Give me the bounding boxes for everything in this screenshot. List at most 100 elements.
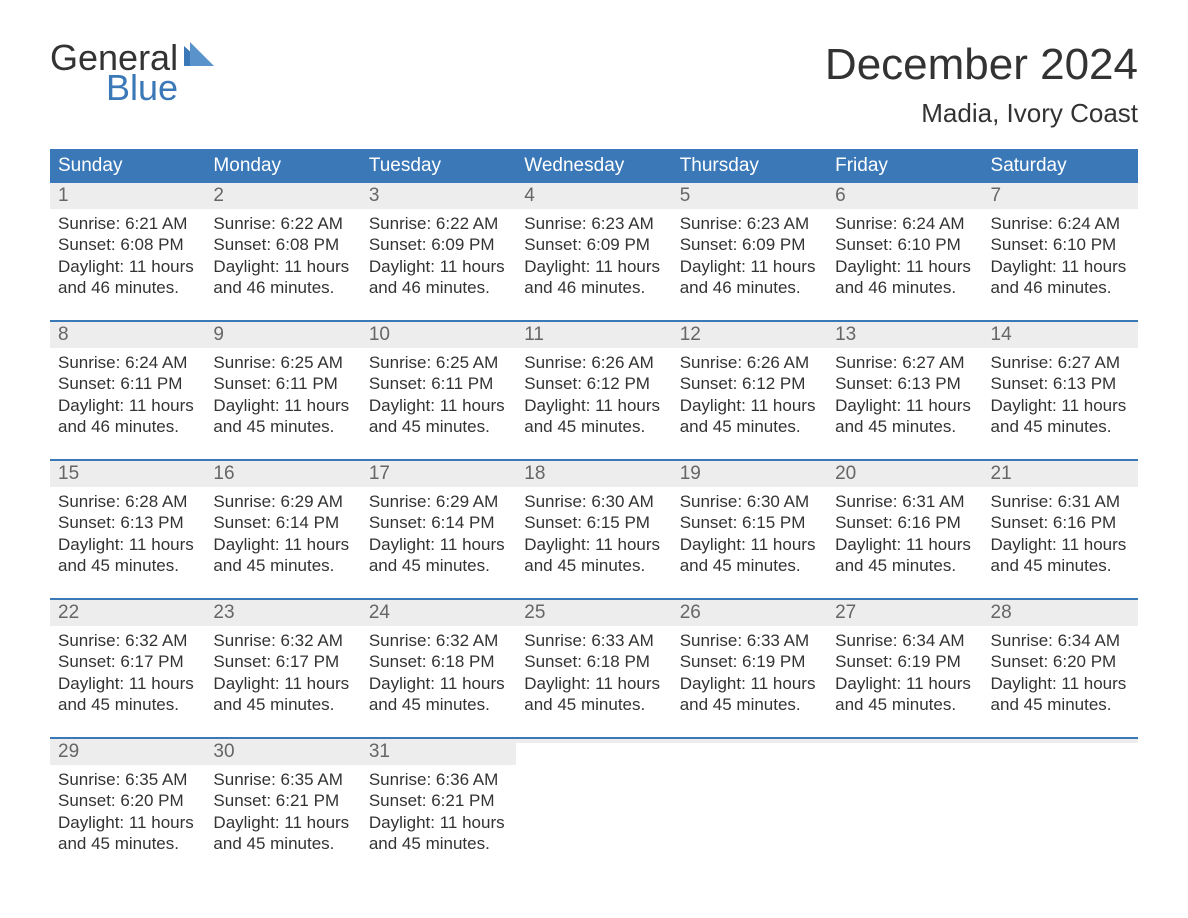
day-cell: 20Sunrise: 6:31 AMSunset: 6:16 PMDayligh… (827, 461, 982, 582)
sunset-text: Sunset: 6:09 PM (524, 234, 663, 255)
day-cell: 31Sunrise: 6:36 AMSunset: 6:21 PMDayligh… (361, 739, 516, 860)
day-cell: 10Sunrise: 6:25 AMSunset: 6:11 PMDayligh… (361, 322, 516, 443)
day-number-row: 6 (827, 183, 982, 209)
sunset-text: Sunset: 6:13 PM (991, 373, 1130, 394)
day-body: Sunrise: 6:23 AMSunset: 6:09 PMDaylight:… (672, 209, 827, 304)
daylight-line1: Daylight: 11 hours (369, 534, 508, 555)
daylight-line2: and 45 minutes. (369, 555, 508, 576)
daylight-line2: and 45 minutes. (524, 416, 663, 437)
title-block: December 2024 Madia, Ivory Coast (825, 40, 1138, 129)
day-number-row: 5 (672, 183, 827, 209)
day-number-row (516, 739, 671, 743)
sunset-text: Sunset: 6:20 PM (58, 790, 197, 811)
weekday-header: Sunday (50, 149, 205, 183)
sunrise-text: Sunrise: 6:32 AM (213, 630, 352, 651)
daylight-line1: Daylight: 11 hours (213, 812, 352, 833)
day-number-row: 7 (983, 183, 1138, 209)
sunrise-text: Sunrise: 6:25 AM (213, 352, 352, 373)
daylight-line2: and 45 minutes. (369, 416, 508, 437)
day-body: Sunrise: 6:33 AMSunset: 6:19 PMDaylight:… (672, 626, 827, 721)
daylight-line1: Daylight: 11 hours (524, 534, 663, 555)
sunrise-text: Sunrise: 6:24 AM (58, 352, 197, 373)
day-cell: 4Sunrise: 6:23 AMSunset: 6:09 PMDaylight… (516, 183, 671, 304)
daylight-line2: and 45 minutes. (835, 694, 974, 715)
daylight-line2: and 46 minutes. (680, 277, 819, 298)
day-cell (672, 739, 827, 860)
daylight-line1: Daylight: 11 hours (835, 395, 974, 416)
day-cell: 15Sunrise: 6:28 AMSunset: 6:13 PMDayligh… (50, 461, 205, 582)
daylight-line2: and 45 minutes. (58, 694, 197, 715)
sunset-text: Sunset: 6:17 PM (58, 651, 197, 672)
day-number: 22 (50, 600, 205, 626)
location-subtitle: Madia, Ivory Coast (825, 98, 1138, 129)
daylight-line2: and 46 minutes. (58, 416, 197, 437)
daylight-line2: and 45 minutes. (835, 416, 974, 437)
sunset-text: Sunset: 6:18 PM (369, 651, 508, 672)
day-number: 11 (516, 322, 671, 348)
day-number-row: 19 (672, 461, 827, 487)
daylight-line1: Daylight: 11 hours (991, 256, 1130, 277)
day-number-row: 25 (516, 600, 671, 626)
sunrise-text: Sunrise: 6:32 AM (369, 630, 508, 651)
sunset-text: Sunset: 6:16 PM (835, 512, 974, 533)
daylight-line1: Daylight: 11 hours (835, 534, 974, 555)
day-number-row: 12 (672, 322, 827, 348)
day-cell: 9Sunrise: 6:25 AMSunset: 6:11 PMDaylight… (205, 322, 360, 443)
day-cell (983, 739, 1138, 860)
week-row: 22 Sunrise: 6:32 AM Sunset: 6:17 PM Dayligh… (50, 598, 1138, 721)
daylight-line1: Daylight: 11 hours (58, 256, 197, 277)
day-number-row: 2 (205, 183, 360, 209)
day-number-row: 21 (983, 461, 1138, 487)
day-cell: 23Sunrise: 6:32 AMSunset: 6:17 PMDayligh… (205, 600, 360, 721)
daylight-line1: Daylight: 11 hours (369, 395, 508, 416)
day-cell: 25Sunrise: 6:33 AMSunset: 6:18 PMDayligh… (516, 600, 671, 721)
sunset-text: Sunset: 6:09 PM (369, 234, 508, 255)
day-cell: 29Sunrise: 6:35 AMSunset: 6:20 PMDayligh… (50, 739, 205, 860)
daylight-line2: and 46 minutes. (991, 277, 1130, 298)
sunset-text: Sunset: 6:10 PM (835, 234, 974, 255)
day-cell: 19Sunrise: 6:30 AMSunset: 6:15 PMDayligh… (672, 461, 827, 582)
day-number-row: 1 (50, 183, 205, 209)
day-body: Sunrise: 6:22 AMSunset: 6:09 PMDaylight:… (361, 209, 516, 304)
daylight-line2: and 45 minutes. (680, 694, 819, 715)
day-number-row: 29 (50, 739, 205, 765)
day-number: 5 (672, 183, 827, 209)
day-number: 27 (827, 600, 982, 626)
daylight-line1: Daylight: 11 hours (524, 673, 663, 694)
day-cell: 3Sunrise: 6:22 AMSunset: 6:09 PMDaylight… (361, 183, 516, 304)
day-body: Sunrise: 6:24 AMSunset: 6:10 PMDaylight:… (827, 209, 982, 304)
daylight-line2: and 45 minutes. (213, 833, 352, 854)
sunrise-text: Sunrise: 6:27 AM (991, 352, 1130, 373)
daylight-line2: and 45 minutes. (369, 833, 508, 854)
daylight-line1: Daylight: 11 hours (58, 395, 197, 416)
day-number-row: 14 (983, 322, 1138, 348)
day-number-row: 26 (672, 600, 827, 626)
weekday-header-row: Sunday Monday Tuesday Wednesday Thursday… (50, 149, 1138, 183)
day-number-row: 18 (516, 461, 671, 487)
sunset-text: Sunset: 6:11 PM (213, 373, 352, 394)
sunset-text: Sunset: 6:18 PM (524, 651, 663, 672)
day-number-row: 31 (361, 739, 516, 765)
day-cell: 13Sunrise: 6:27 AMSunset: 6:13 PMDayligh… (827, 322, 982, 443)
sunset-text: Sunset: 6:20 PM (991, 651, 1130, 672)
day-number: 26 (672, 600, 827, 626)
day-number-row: 9 (205, 322, 360, 348)
sunrise-text: Sunrise: 6:35 AM (213, 769, 352, 790)
daylight-line2: and 45 minutes. (991, 555, 1130, 576)
daylight-line1: Daylight: 11 hours (835, 673, 974, 694)
day-number-row (983, 739, 1138, 743)
daylight-line2: and 45 minutes. (213, 555, 352, 576)
day-cell: 26Sunrise: 6:33 AMSunset: 6:19 PMDayligh… (672, 600, 827, 721)
day-body: Sunrise: 6:35 AMSunset: 6:20 PMDaylight:… (50, 765, 205, 860)
day-body: Sunrise: 6:31 AMSunset: 6:16 PMDaylight:… (827, 487, 982, 582)
daylight-line2: and 45 minutes. (835, 555, 974, 576)
day-number-row: 15 (50, 461, 205, 487)
day-cell: 30Sunrise: 6:35 AMSunset: 6:21 PMDayligh… (205, 739, 360, 860)
sunrise-text: Sunrise: 6:22 AM (369, 213, 508, 234)
day-cell: 16Sunrise: 6:29 AMSunset: 6:14 PMDayligh… (205, 461, 360, 582)
day-number: 8 (50, 322, 205, 348)
day-number: 29 (50, 739, 205, 765)
day-number-row: 23 (205, 600, 360, 626)
day-body: Sunrise: 6:27 AMSunset: 6:13 PMDaylight:… (827, 348, 982, 443)
day-cell: 7Sunrise: 6:24 AMSunset: 6:10 PMDaylight… (983, 183, 1138, 304)
